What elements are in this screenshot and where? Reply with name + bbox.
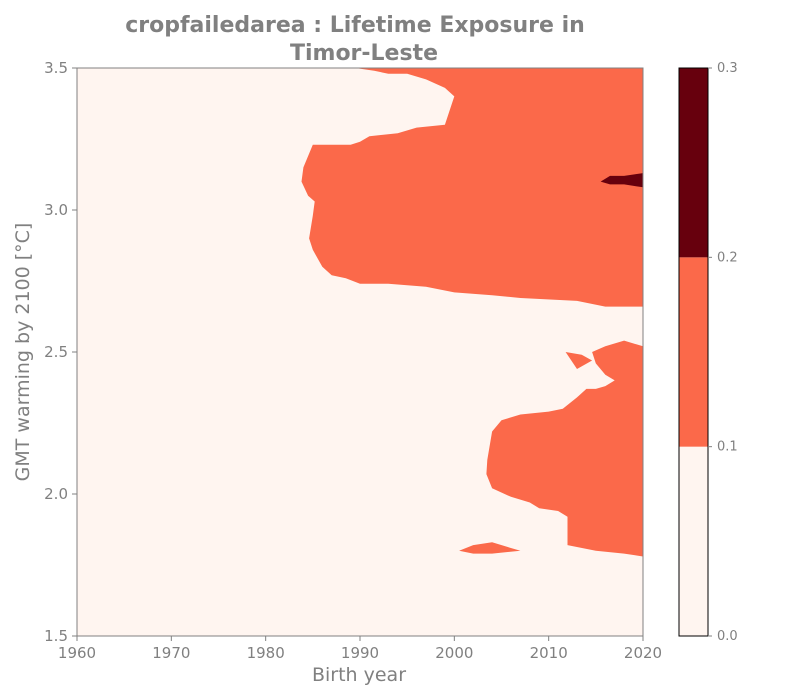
x-axis-ticks: 1960 1970 1980 1990 2000 2010 2020 [58, 636, 662, 662]
x-tick-label: 1970 [152, 644, 190, 662]
colorbar-tick-label: 0.3 [717, 61, 738, 76]
y-axis-label: GMT warming by 2100 [°C] [12, 223, 34, 482]
x-tick-label: 1990 [341, 644, 379, 662]
colorbar-tick-label: 0.1 [717, 440, 738, 455]
contour-region-2 [565, 352, 593, 369]
x-tick-label: 2000 [435, 644, 473, 662]
y-tick-label: 3.0 [44, 201, 68, 219]
contour-region-4 [600, 173, 643, 188]
x-tick-label: 2020 [624, 644, 662, 662]
colorbar-segment [679, 446, 708, 636]
contour-region-3 [459, 542, 521, 554]
x-axis-label: Birth year [312, 664, 406, 686]
colorbar: 0.0 0.1 0.2 0.3 [678, 61, 738, 644]
colorbar-frame [678, 67, 709, 637]
contour-regions [301, 68, 643, 557]
y-tick-label: 3.5 [44, 59, 68, 77]
y-tick-label: 2.5 [44, 343, 68, 361]
x-tick-label: 1980 [247, 644, 285, 662]
colorbar-tick-label: 0.2 [717, 250, 738, 265]
x-tick-label: 2010 [530, 644, 568, 662]
y-axis-ticks: 1.5 2.0 2.5 3.0 3.5 [44, 59, 77, 645]
contour-region-1 [486, 340, 643, 557]
chart-title-line-2: Timor-Leste [290, 41, 438, 66]
y-tick-label: 1.5 [44, 627, 68, 645]
colorbar-segment [679, 257, 708, 447]
y-tick-label: 2.0 [44, 485, 68, 503]
x-tick-label: 1960 [58, 644, 96, 662]
chart-title-line-1: cropfailedarea : Lifetime Exposure in [125, 13, 585, 38]
contour-region-0 [301, 68, 643, 307]
colorbar-tick-label: 0.0 [717, 629, 738, 644]
colorbar-segment [679, 68, 708, 258]
